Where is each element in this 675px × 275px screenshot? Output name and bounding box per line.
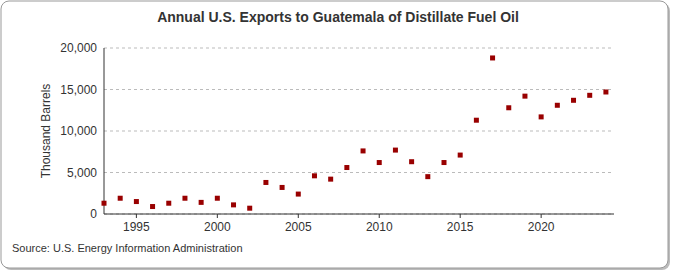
point [296, 192, 301, 197]
x-tick [298, 214, 299, 218]
x-tick-label: 2015 [447, 220, 474, 234]
point [587, 93, 592, 98]
point [215, 196, 220, 201]
point [458, 153, 463, 158]
x-axis [104, 214, 614, 215]
x-tick [460, 214, 461, 218]
point [280, 185, 285, 190]
point [199, 200, 204, 205]
point [393, 148, 398, 153]
x-tick [541, 214, 542, 218]
point [522, 94, 527, 99]
point [134, 199, 139, 204]
point [555, 103, 560, 108]
point [263, 180, 268, 185]
point [539, 114, 544, 119]
x-tick-label: 2005 [285, 220, 312, 234]
point [425, 174, 430, 179]
point [409, 159, 414, 164]
title: Annual U.S. Exports to Guatemala of Dist… [157, 9, 519, 25]
chart: Annual U.S. Exports to Guatemala of Dist… [0, 0, 675, 275]
x-tick [217, 214, 218, 218]
x-tick-label: 2000 [204, 220, 231, 234]
grid-line [104, 89, 614, 90]
point [603, 89, 608, 94]
point [328, 177, 333, 182]
points [102, 55, 609, 210]
frame [1, 1, 668, 268]
x-tick [136, 214, 137, 218]
point [102, 201, 107, 206]
point [312, 173, 317, 178]
y-tick-label: 20,000 [60, 41, 97, 55]
point [182, 196, 187, 201]
point [474, 118, 479, 123]
y-axis [104, 48, 105, 214]
grid-line [104, 172, 614, 173]
source: Source: U.S. Energy Information Administ… [12, 242, 243, 254]
y-tick-label: 5,000 [67, 166, 97, 180]
point [247, 206, 252, 211]
x-tick-label: 1995 [123, 220, 150, 234]
x-tick [379, 214, 380, 218]
point [377, 160, 382, 165]
point [506, 105, 511, 110]
point [344, 165, 349, 170]
x-tick-label: 2010 [366, 220, 393, 234]
y-tick-label: 10,000 [60, 124, 97, 138]
point [490, 55, 495, 60]
point [442, 160, 447, 165]
x-tick-label: 2020 [528, 220, 555, 234]
grid-line [104, 131, 614, 132]
point [231, 202, 236, 207]
y-tick-label: 15,000 [60, 83, 97, 97]
y-tick-label: 0 [90, 207, 97, 221]
point [361, 148, 366, 153]
grid-line [104, 214, 614, 215]
point [571, 98, 576, 103]
point [118, 196, 123, 201]
grid-line [104, 48, 614, 49]
point [150, 204, 155, 209]
point [166, 201, 171, 206]
y-axis-label: Thousand Barrels [39, 84, 53, 179]
